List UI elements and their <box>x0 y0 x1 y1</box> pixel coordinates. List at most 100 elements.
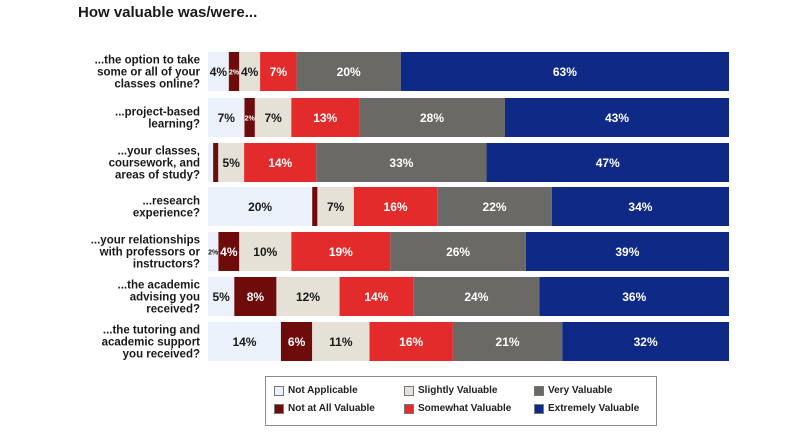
legend: Not Applicable Slightly Valuable Very Valu… <box>265 376 657 426</box>
legend-item: Very Valuable <box>534 385 613 396</box>
bar-segment <box>276 277 340 316</box>
data-label: 14% <box>268 156 292 170</box>
data-label: 14% <box>232 335 256 349</box>
legend-label: Very Valuable <box>548 385 613 396</box>
bar-segment <box>296 52 401 91</box>
bar-segment <box>260 52 297 91</box>
bar-segment <box>353 187 438 226</box>
legend-label: Not Applicable <box>288 385 358 396</box>
data-label: 32% <box>634 335 658 349</box>
category-label: ...project-based learning? <box>115 107 200 131</box>
data-label: 7% <box>327 200 345 214</box>
bar-segment <box>208 232 219 271</box>
data-label: 20% <box>248 200 272 214</box>
data-label: 28% <box>420 111 444 125</box>
data-label: 4% <box>210 65 228 79</box>
category-label: ...the academic advising you received? <box>118 280 201 316</box>
bar-segment <box>562 322 729 361</box>
bar-segment <box>312 187 318 226</box>
data-label: 13% <box>313 111 337 125</box>
data-label: 7% <box>264 111 282 125</box>
legend-swatch <box>534 385 544 396</box>
category-label: ...your relationships with professors or i… <box>91 235 201 271</box>
bar-segment <box>504 98 729 137</box>
bar-segment <box>218 143 245 182</box>
legend-item: Extremely Valuable <box>534 403 639 414</box>
data-label: 7% <box>270 65 288 79</box>
data-label: 43% <box>605 111 629 125</box>
bar-segment <box>280 322 313 361</box>
legend-item: Not at All Valuable <box>274 403 375 414</box>
data-label: 20% <box>337 65 361 79</box>
bar-segment <box>213 143 219 182</box>
category-label: ...research experience? <box>133 196 200 220</box>
data-label: 14% <box>364 290 388 304</box>
data-label: 12% <box>296 290 320 304</box>
data-label: 16% <box>399 335 423 349</box>
legend-swatch <box>404 385 414 396</box>
bar-segment <box>369 322 453 361</box>
bar-segment <box>359 98 505 137</box>
bar-segment <box>239 232 292 271</box>
data-label: 21% <box>496 335 520 349</box>
data-label: 24% <box>464 290 488 304</box>
legend-label: Somewhat Valuable <box>418 403 512 414</box>
data-label: 6% <box>288 335 306 349</box>
data-label: 36% <box>622 290 646 304</box>
data-label: 47% <box>596 156 620 170</box>
data-label: 8% <box>247 290 265 304</box>
bar-segment <box>234 277 277 316</box>
bar-segment <box>400 52 729 91</box>
bar-segment <box>486 143 729 182</box>
legend-item: Slightly Valuable <box>404 385 497 396</box>
chart-title: How valuable was/were... <box>78 4 258 21</box>
legend-label: Slightly Valuable <box>418 385 498 396</box>
data-label: 4% <box>241 65 259 79</box>
category-label: ...the option to take some or all of your… <box>95 55 201 91</box>
bar-segment <box>317 187 354 226</box>
data-label: 33% <box>389 156 413 170</box>
bar-segment <box>244 98 255 137</box>
legend-item: Somewhat Valuable <box>404 403 511 414</box>
legend-label: Not at All Valuable <box>288 403 375 414</box>
legend-item: Not Applicable <box>274 385 358 396</box>
bar-segment <box>239 52 261 91</box>
legend-swatch <box>404 403 414 414</box>
data-label: 2% <box>245 116 256 123</box>
bar-segment <box>208 143 214 182</box>
bar-segment <box>312 322 370 361</box>
bar-segment <box>452 322 563 361</box>
data-label: 5% <box>223 156 241 170</box>
legend-swatch <box>534 403 544 414</box>
data-label: 19% <box>329 245 353 259</box>
bar-segment <box>291 98 360 137</box>
data-label: 39% <box>615 245 639 259</box>
bar-segment <box>244 143 317 182</box>
category-label: ...your classes, coursework, and areas of … <box>109 146 200 182</box>
bar-segment <box>208 52 229 91</box>
data-label: 2% <box>229 70 240 77</box>
bar-segment <box>339 277 414 316</box>
stacked-bar-chart: ...the option to take some or all of your… <box>91 52 729 361</box>
data-label: 16% <box>384 200 408 214</box>
bar-segment <box>539 277 729 316</box>
bar-segment <box>208 322 281 361</box>
bar-segment <box>551 187 729 226</box>
data-label: 5% <box>212 290 230 304</box>
bar-segment <box>208 98 245 137</box>
legend-label: Extremely Valuable <box>548 403 640 414</box>
data-label: 63% <box>553 65 577 79</box>
bar-segment <box>413 277 540 316</box>
bar-segment <box>218 232 240 271</box>
data-label: 26% <box>446 245 470 259</box>
bar-segment <box>437 187 552 226</box>
data-label: 2% <box>208 250 219 257</box>
bar-segment <box>390 232 526 271</box>
data-label: 10% <box>253 245 277 259</box>
data-label: 4% <box>220 245 238 259</box>
category-label: ...the tutoring and academic support you r… <box>102 325 201 361</box>
bar-segment <box>291 232 391 271</box>
legend-swatch <box>274 385 284 396</box>
data-label: 11% <box>329 335 353 349</box>
bar-segment <box>316 143 487 182</box>
